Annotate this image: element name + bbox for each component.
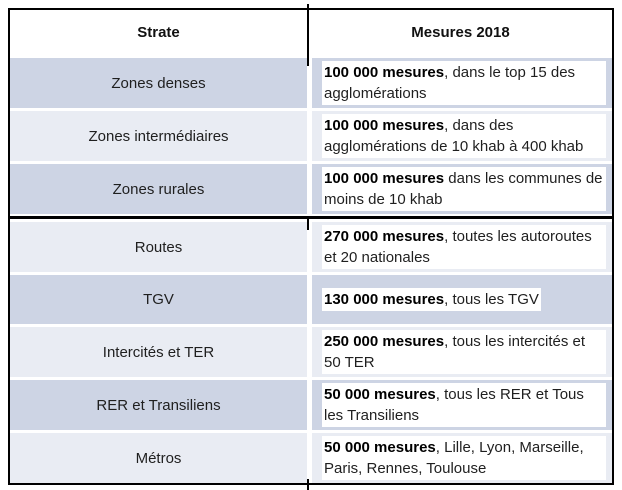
table-row-zones-intermediaires: Zones intermédiaires 100 000 mesures, da… [10, 111, 612, 161]
mesures-text: 250 000 mesures, tous les intercités et … [322, 330, 606, 374]
mesures-count: 100 000 mesures [324, 64, 445, 81]
table-row-routes: Routes 270 000 mesures, toutes les autor… [10, 219, 612, 272]
header-strate-label: Strate [137, 24, 180, 41]
mesures-text: 50 000 mesures, Lille, Lyon, Marseille, … [322, 436, 606, 480]
strate-cell: Zones rurales [10, 164, 307, 214]
mesures-detail: dans les communes de moins de 10 khab [324, 170, 603, 208]
measures-table: Strate Mesures 2018 Zones denses 100 000… [8, 4, 614, 490]
strate-label: Métros [135, 449, 182, 467]
mesures-text: 50 000 mesures, tous les RER et Tous les… [322, 383, 606, 427]
section-divider [10, 216, 612, 219]
mesures-count: 50 000 mesures [324, 439, 436, 456]
mesures-text: 100 000 mesures, dans le top 15 des aggl… [322, 61, 606, 105]
table-row-zones-denses: Zones denses 100 000 mesures, dans le to… [10, 55, 612, 108]
table-row-tgv: TGV 130 000 mesures, tous les TGV [10, 275, 612, 324]
mesures-count: 250 000 mesures [324, 333, 445, 350]
header-mesures: Mesures 2018 [309, 10, 612, 55]
strate-label: TGV [143, 291, 174, 308]
mesures-detail: , dans le top 15 des agglomérations [324, 64, 576, 102]
mesures-count: 130 000 mesures [324, 291, 445, 308]
strate-label: Intercités et TER [102, 343, 215, 361]
mesures-count: 100 000 mesures [324, 117, 445, 134]
mesures-detail: , tous les RER et Tous les Transiliens [324, 386, 584, 424]
mesures-count: 270 000 mesures [324, 228, 445, 245]
strate-cell: Métros [10, 433, 307, 483]
mesures-text: 100 000 mesures, dans des agglomérations… [322, 114, 606, 158]
mesures-text: 270 000 mesures, toutes les autoroutes e… [322, 225, 606, 269]
strate-cell: Zones denses [10, 58, 307, 108]
mesures-cell: 100 000 mesures, dans le top 15 des aggl… [312, 58, 612, 108]
mesures-count: 50 000 mesures [324, 386, 436, 403]
mesures-detail: , toutes les autoroutes et 20 nationales [324, 228, 592, 266]
mesures-detail: , tous les TGV [444, 291, 539, 308]
mesures-cell: 130 000 mesures, tous les TGV [312, 275, 612, 324]
mesures-text: 100 000 mesures dans les communes de moi… [322, 167, 606, 211]
table-row-metros: Métros 50 000 mesures, Lille, Lyon, Mars… [10, 433, 612, 490]
strate-cell: Zones intermédiaires [10, 111, 307, 161]
mesures-cell: 270 000 mesures, toutes les autoroutes e… [312, 222, 612, 272]
strate-cell: Intercités et TER [10, 327, 307, 377]
strate-cell: TGV [10, 275, 307, 324]
mesures-count: 100 000 mesures [324, 170, 445, 187]
strate-label: RER et Transiliens [96, 396, 221, 414]
table-header-row: Strate Mesures 2018 [10, 4, 612, 55]
header-mesures-label: Mesures 2018 [411, 24, 510, 41]
mesures-cell: 50 000 mesures, tous les RER et Tous les… [312, 380, 612, 430]
table-row-rer-transiliens: RER et Transiliens 50 000 mesures, tous … [10, 380, 612, 430]
strate-label: Routes [134, 238, 183, 256]
mesures-detail: , Lille, Lyon, Marseille, Paris, Rennes,… [324, 439, 584, 477]
mesures-text: 130 000 mesures, tous les TGV [322, 288, 541, 311]
strate-cell: Routes [10, 222, 307, 272]
strate-label: Zones intermédiaires [88, 127, 229, 145]
header-strate: Strate [10, 10, 309, 55]
mesures-detail: , tous les intercités et 50 TER [324, 333, 586, 371]
table-row-zones-rurales: Zones rurales 100 000 mesures dans les c… [10, 164, 612, 214]
mesures-cell: 100 000 mesures dans les communes de moi… [312, 164, 612, 214]
mesures-cell: 250 000 mesures, tous les intercités et … [312, 327, 612, 377]
mesures-cell: 100 000 mesures, dans des agglomérations… [312, 111, 612, 161]
strate-cell: RER et Transiliens [10, 380, 307, 430]
strate-label: Zones denses [111, 74, 206, 92]
table-row-intercites-ter: Intercités et TER 250 000 mesures, tous … [10, 327, 612, 377]
strate-label: Zones rurales [112, 180, 205, 198]
mesures-cell: 50 000 mesures, Lille, Lyon, Marseille, … [312, 433, 612, 483]
mesures-detail: , dans des agglomérations de 10 khab à 4… [324, 117, 584, 155]
